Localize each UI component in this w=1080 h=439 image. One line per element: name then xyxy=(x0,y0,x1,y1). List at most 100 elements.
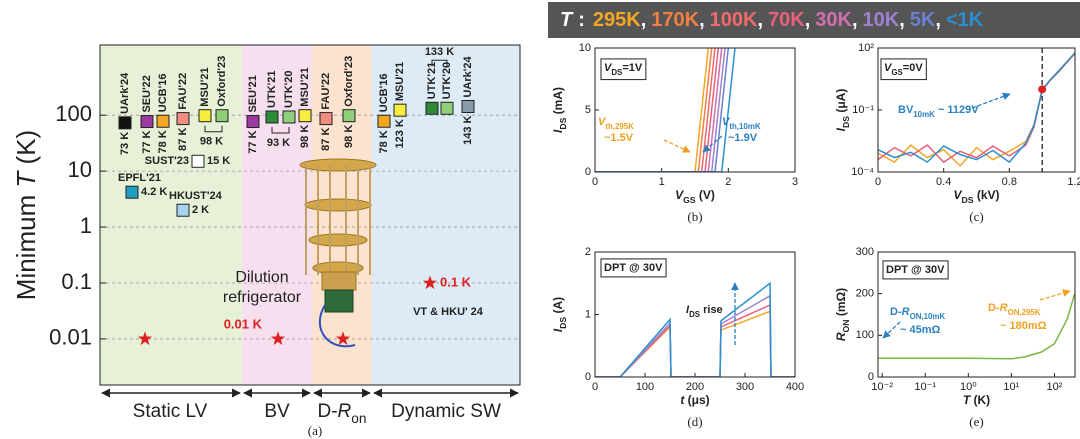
x-tick-label: 0.8 xyxy=(1002,176,1017,188)
text-part: (V) xyxy=(696,188,715,202)
temperature-label: 133 K xyxy=(425,46,454,58)
point-name: FAU'22 xyxy=(177,73,189,110)
text-part: GS xyxy=(683,195,696,205)
data-point xyxy=(393,103,407,117)
text-part: th,10mK xyxy=(729,122,760,131)
y-tick-label: 0.1 xyxy=(61,269,92,294)
legend-text: 5K xyxy=(910,9,936,31)
region-label: D-Ron xyxy=(317,401,366,426)
text-part: ~ 1129V xyxy=(935,104,979,116)
annotation-arrow xyxy=(882,321,901,339)
panel-label: (b) xyxy=(687,209,702,224)
y-axis-label: IDS (A) xyxy=(551,297,568,332)
refrigerator-illustration xyxy=(299,158,377,348)
backgrounds xyxy=(100,45,520,385)
legend-text: , xyxy=(935,9,941,31)
x-tick-label: 2 xyxy=(725,176,731,188)
annotation-box xyxy=(600,258,667,278)
annotation: ~ 180mΩ xyxy=(1000,320,1047,332)
plot-frame xyxy=(877,47,1076,173)
temperature-label: 4.2 K xyxy=(141,186,167,198)
point-name: UCB'16 xyxy=(157,74,169,113)
x-tick-label: 10⁰ xyxy=(960,381,977,393)
text-part: t xyxy=(680,393,685,407)
x-tick-label: 200 xyxy=(686,381,704,393)
region-bg xyxy=(312,45,372,385)
annotation: D-RON,10mK xyxy=(890,306,945,321)
y-axis-label: Minimum T (K) xyxy=(11,130,41,300)
point-name: MSU'21 xyxy=(394,62,406,101)
temperature-label: 98 K xyxy=(343,125,355,148)
region-label: Dynamic SW xyxy=(391,401,501,422)
annotation-arrow xyxy=(663,139,691,153)
annotation-box xyxy=(880,58,927,81)
data-point xyxy=(265,110,279,124)
data-point xyxy=(176,203,190,217)
region-bg xyxy=(372,45,520,385)
x-tick-label: 1.2 xyxy=(1067,176,1080,188)
x-tick-label: 10¹ xyxy=(1003,381,1019,393)
legend-text: 30K xyxy=(815,9,852,31)
temperature-label: 78 K xyxy=(157,130,169,153)
star xyxy=(137,331,153,345)
legend-text: 170K xyxy=(651,9,699,31)
y-axis-label: RON (mΩ) xyxy=(834,288,851,341)
text-part: R xyxy=(338,401,352,422)
text-part: (mA) xyxy=(551,87,565,118)
x-tick-label: 1 xyxy=(659,176,665,188)
point-name: SEU'21 xyxy=(247,75,259,112)
plot-frame xyxy=(99,44,521,386)
region-bg xyxy=(242,45,312,385)
text-part: BV xyxy=(898,104,914,116)
annotation: VT & HKU' 24 xyxy=(413,306,484,318)
annotation: ~1.5V xyxy=(604,132,634,144)
panel-label: (a) xyxy=(308,423,322,438)
annotation-arrow xyxy=(971,92,1011,109)
text-part: D- xyxy=(317,401,337,422)
temperature-label: 93 K xyxy=(267,137,290,149)
text-part: (mΩ) xyxy=(834,288,848,320)
x-tick-label: 10⁻² xyxy=(871,381,893,393)
star xyxy=(335,331,351,345)
text-part: Minimum xyxy=(11,188,41,301)
legend-bar xyxy=(548,2,1080,38)
y-axis-label: IDS (μA) xyxy=(834,89,851,132)
point-name: UArk'24 xyxy=(119,72,131,114)
x-tick-label: 100 xyxy=(636,381,654,393)
x-tick-label: 400 xyxy=(786,381,804,393)
x-tick-label: 10² xyxy=(1046,381,1062,393)
data-point xyxy=(176,112,190,126)
x-axis-label: VGS (V) xyxy=(675,188,715,205)
y-tick-label: 10⁻⁴ xyxy=(851,166,874,178)
text-part: DS xyxy=(841,116,851,128)
text-part: V xyxy=(598,116,607,128)
y-tick-label: 0.01 xyxy=(49,325,92,350)
point-name: UTK'20 xyxy=(283,70,295,107)
legend-text: , xyxy=(899,9,905,31)
text-part: DS xyxy=(689,310,700,319)
data-point xyxy=(118,116,132,130)
temperature-label: 78 K xyxy=(378,130,390,153)
y-tick-label: 100 xyxy=(856,329,874,341)
annotation-arrow xyxy=(702,135,723,153)
bracket xyxy=(204,125,223,133)
y-tick-label: 2 xyxy=(585,246,591,258)
legend-text: , xyxy=(699,9,705,31)
y-tick-label: 10⁻¹ xyxy=(852,104,874,116)
annotation: D-RON,295K xyxy=(988,302,1041,317)
text-part: D- xyxy=(890,306,902,318)
data-point xyxy=(215,109,229,123)
data-line xyxy=(595,48,736,172)
text-part: =1V xyxy=(622,62,643,74)
star xyxy=(270,331,286,345)
annotation: Dilution xyxy=(235,269,288,286)
annotation: Vth,10mK xyxy=(722,116,761,131)
data-point xyxy=(377,114,391,128)
point-name: HKUST'24 xyxy=(169,190,223,202)
annotation-box xyxy=(882,260,949,280)
point-name: Oxford'23 xyxy=(216,56,228,107)
text-part: T xyxy=(963,393,972,407)
annotation: Vth,295K xyxy=(598,116,634,131)
text-part: D- xyxy=(988,302,1000,314)
x-axis-label: T (K) xyxy=(963,393,990,407)
